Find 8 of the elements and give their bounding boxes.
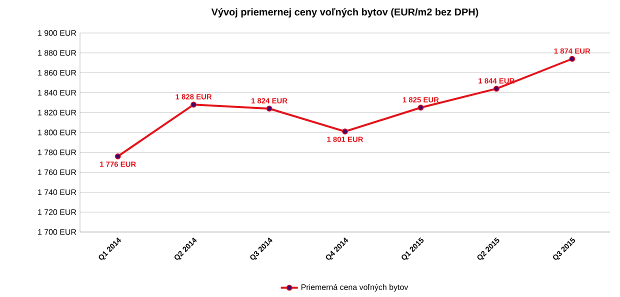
point: [342, 128, 348, 134]
point: [569, 56, 576, 62]
point: [418, 104, 424, 111]
point: [114, 153, 121, 160]
point: [493, 86, 500, 92]
point: [190, 102, 197, 108]
chart-title: Vývoj priemernej ceny voľných bytov (EUR/m2 bez DPH): [211, 8, 478, 18]
point: [266, 106, 272, 112]
